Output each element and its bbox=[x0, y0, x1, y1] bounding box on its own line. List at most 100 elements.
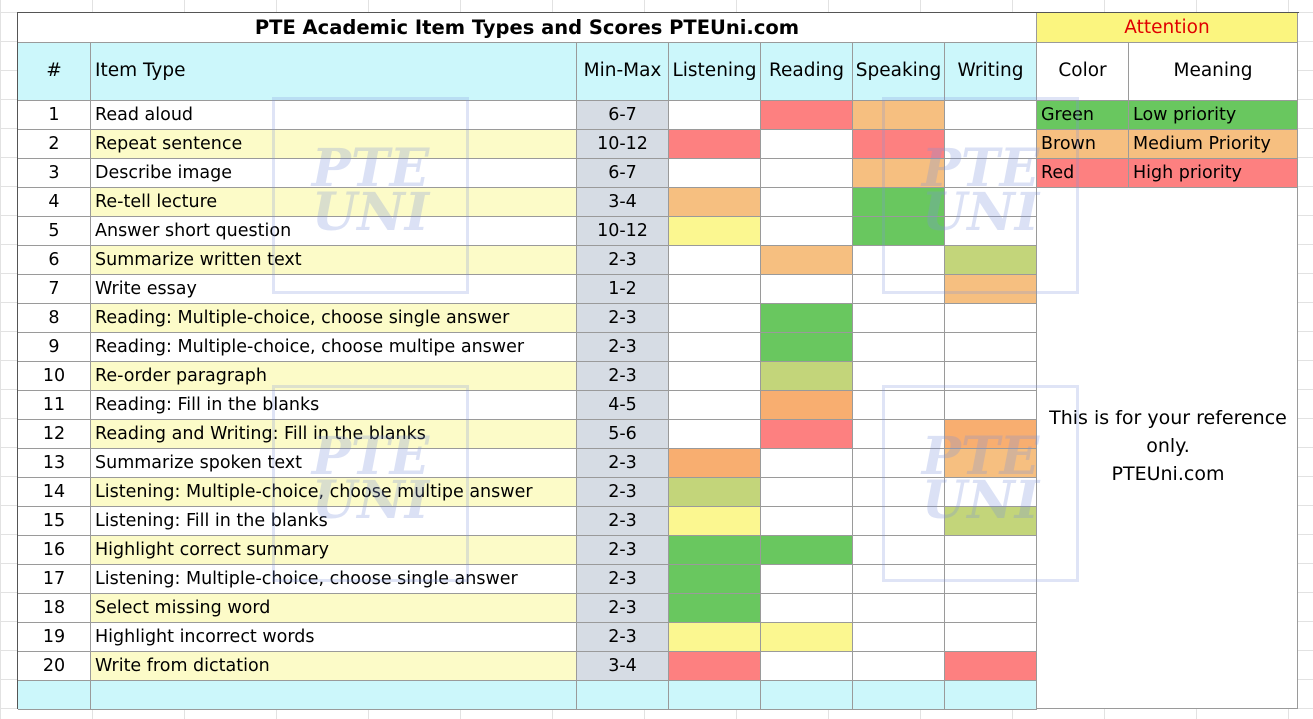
item-type-cell[interactable]: Write essay bbox=[91, 275, 577, 304]
item-type-cell[interactable]: Describe image bbox=[91, 159, 577, 188]
writing-priority-cell[interactable] bbox=[945, 565, 1037, 594]
item-type-cell[interactable]: Listening: Multiple-choice, choose singl… bbox=[91, 565, 577, 594]
listening-priority-cell[interactable] bbox=[669, 217, 761, 246]
listening-priority-cell[interactable] bbox=[669, 101, 761, 130]
header-writing[interactable]: Writing bbox=[945, 43, 1037, 101]
header-min-max[interactable]: Min-Max bbox=[577, 43, 669, 101]
speaking-priority-cell[interactable] bbox=[853, 507, 945, 536]
writing-priority-cell[interactable] bbox=[945, 362, 1037, 391]
writing-priority-cell[interactable] bbox=[945, 623, 1037, 652]
item-type-cell[interactable]: Summarize spoken text bbox=[91, 449, 577, 478]
reading-priority-cell[interactable] bbox=[761, 188, 853, 217]
item-type-cell[interactable]: Highlight incorrect words bbox=[91, 623, 577, 652]
listening-priority-cell[interactable] bbox=[669, 391, 761, 420]
writing-priority-cell[interactable] bbox=[945, 478, 1037, 507]
item-type-cell[interactable]: Reading: Multiple-choice, choose single … bbox=[91, 304, 577, 333]
item-type-cell[interactable]: Listening: Multiple-choice, choose multi… bbox=[91, 478, 577, 507]
item-type-cell[interactable]: Write from dictation bbox=[91, 652, 577, 681]
speaking-priority-cell[interactable] bbox=[853, 420, 945, 449]
speaking-priority-cell[interactable] bbox=[853, 304, 945, 333]
header-meaning[interactable]: Meaning bbox=[1129, 43, 1298, 101]
writing-priority-cell[interactable] bbox=[945, 507, 1037, 536]
writing-priority-cell[interactable] bbox=[945, 391, 1037, 420]
speaking-priority-cell[interactable] bbox=[853, 536, 945, 565]
reading-priority-cell[interactable] bbox=[761, 449, 853, 478]
header-listening[interactable]: Listening bbox=[669, 43, 761, 101]
listening-priority-cell[interactable] bbox=[669, 478, 761, 507]
reading-priority-cell[interactable] bbox=[761, 333, 853, 362]
reading-priority-cell[interactable] bbox=[761, 362, 853, 391]
speaking-priority-cell[interactable] bbox=[853, 101, 945, 130]
speaking-priority-cell[interactable] bbox=[853, 217, 945, 246]
listening-priority-cell[interactable] bbox=[669, 449, 761, 478]
reading-priority-cell[interactable] bbox=[761, 623, 853, 652]
header-reading[interactable]: Reading bbox=[761, 43, 853, 101]
item-type-cell[interactable]: Re-tell lecture bbox=[91, 188, 577, 217]
reading-priority-cell[interactable] bbox=[761, 217, 853, 246]
speaking-priority-cell[interactable] bbox=[853, 333, 945, 362]
reading-priority-cell[interactable] bbox=[761, 101, 853, 130]
listening-priority-cell[interactable] bbox=[669, 333, 761, 362]
listening-priority-cell[interactable] bbox=[669, 362, 761, 391]
reading-priority-cell[interactable] bbox=[761, 130, 853, 159]
item-type-cell[interactable]: Highlight correct summary bbox=[91, 536, 577, 565]
speaking-priority-cell[interactable] bbox=[853, 623, 945, 652]
listening-priority-cell[interactable] bbox=[669, 275, 761, 304]
header-item-type[interactable]: Item Type bbox=[91, 43, 577, 101]
writing-priority-cell[interactable] bbox=[945, 304, 1037, 333]
writing-priority-cell[interactable] bbox=[945, 101, 1037, 130]
reading-priority-cell[interactable] bbox=[761, 304, 853, 333]
speaking-priority-cell[interactable] bbox=[853, 188, 945, 217]
header-color[interactable]: Color bbox=[1037, 43, 1129, 101]
writing-priority-cell[interactable] bbox=[945, 652, 1037, 681]
reading-priority-cell[interactable] bbox=[761, 391, 853, 420]
listening-priority-cell[interactable] bbox=[669, 159, 761, 188]
item-type-cell[interactable]: Reading and Writing: Fill in the blanks bbox=[91, 420, 577, 449]
item-type-cell[interactable]: Repeat sentence bbox=[91, 130, 577, 159]
writing-priority-cell[interactable] bbox=[945, 420, 1037, 449]
writing-priority-cell[interactable] bbox=[945, 594, 1037, 623]
writing-priority-cell[interactable] bbox=[945, 536, 1037, 565]
writing-priority-cell[interactable] bbox=[945, 217, 1037, 246]
reading-priority-cell[interactable] bbox=[761, 565, 853, 594]
speaking-priority-cell[interactable] bbox=[853, 652, 945, 681]
item-type-cell[interactable]: Reading: Multiple-choice, choose multipe… bbox=[91, 333, 577, 362]
speaking-priority-cell[interactable] bbox=[853, 362, 945, 391]
speaking-priority-cell[interactable] bbox=[853, 449, 945, 478]
reading-priority-cell[interactable] bbox=[761, 246, 853, 275]
item-type-cell[interactable]: Listening: Fill in the blanks bbox=[91, 507, 577, 536]
speaking-priority-cell[interactable] bbox=[853, 565, 945, 594]
listening-priority-cell[interactable] bbox=[669, 188, 761, 217]
speaking-priority-cell[interactable] bbox=[853, 594, 945, 623]
reading-priority-cell[interactable] bbox=[761, 275, 853, 304]
writing-priority-cell[interactable] bbox=[945, 130, 1037, 159]
reading-priority-cell[interactable] bbox=[761, 159, 853, 188]
reading-priority-cell[interactable] bbox=[761, 536, 853, 565]
listening-priority-cell[interactable] bbox=[669, 304, 761, 333]
item-type-cell[interactable]: Select missing word bbox=[91, 594, 577, 623]
reading-priority-cell[interactable] bbox=[761, 594, 853, 623]
header-num[interactable]: # bbox=[18, 43, 91, 101]
speaking-priority-cell[interactable] bbox=[853, 391, 945, 420]
speaking-priority-cell[interactable] bbox=[853, 275, 945, 304]
writing-priority-cell[interactable] bbox=[945, 246, 1037, 275]
speaking-priority-cell[interactable] bbox=[853, 246, 945, 275]
writing-priority-cell[interactable] bbox=[945, 275, 1037, 304]
item-type-cell[interactable]: Summarize written text bbox=[91, 246, 577, 275]
speaking-priority-cell[interactable] bbox=[853, 478, 945, 507]
writing-priority-cell[interactable] bbox=[945, 159, 1037, 188]
listening-priority-cell[interactable] bbox=[669, 130, 761, 159]
writing-priority-cell[interactable] bbox=[945, 449, 1037, 478]
listening-priority-cell[interactable] bbox=[669, 246, 761, 275]
item-type-cell[interactable]: Re-order paragraph bbox=[91, 362, 577, 391]
speaking-priority-cell[interactable] bbox=[853, 159, 945, 188]
reading-priority-cell[interactable] bbox=[761, 420, 853, 449]
writing-priority-cell[interactable] bbox=[945, 188, 1037, 217]
listening-priority-cell[interactable] bbox=[669, 652, 761, 681]
item-type-cell[interactable]: Reading: Fill in the blanks bbox=[91, 391, 577, 420]
reading-priority-cell[interactable] bbox=[761, 507, 853, 536]
reading-priority-cell[interactable] bbox=[761, 478, 853, 507]
listening-priority-cell[interactable] bbox=[669, 420, 761, 449]
listening-priority-cell[interactable] bbox=[669, 507, 761, 536]
reading-priority-cell[interactable] bbox=[761, 652, 853, 681]
